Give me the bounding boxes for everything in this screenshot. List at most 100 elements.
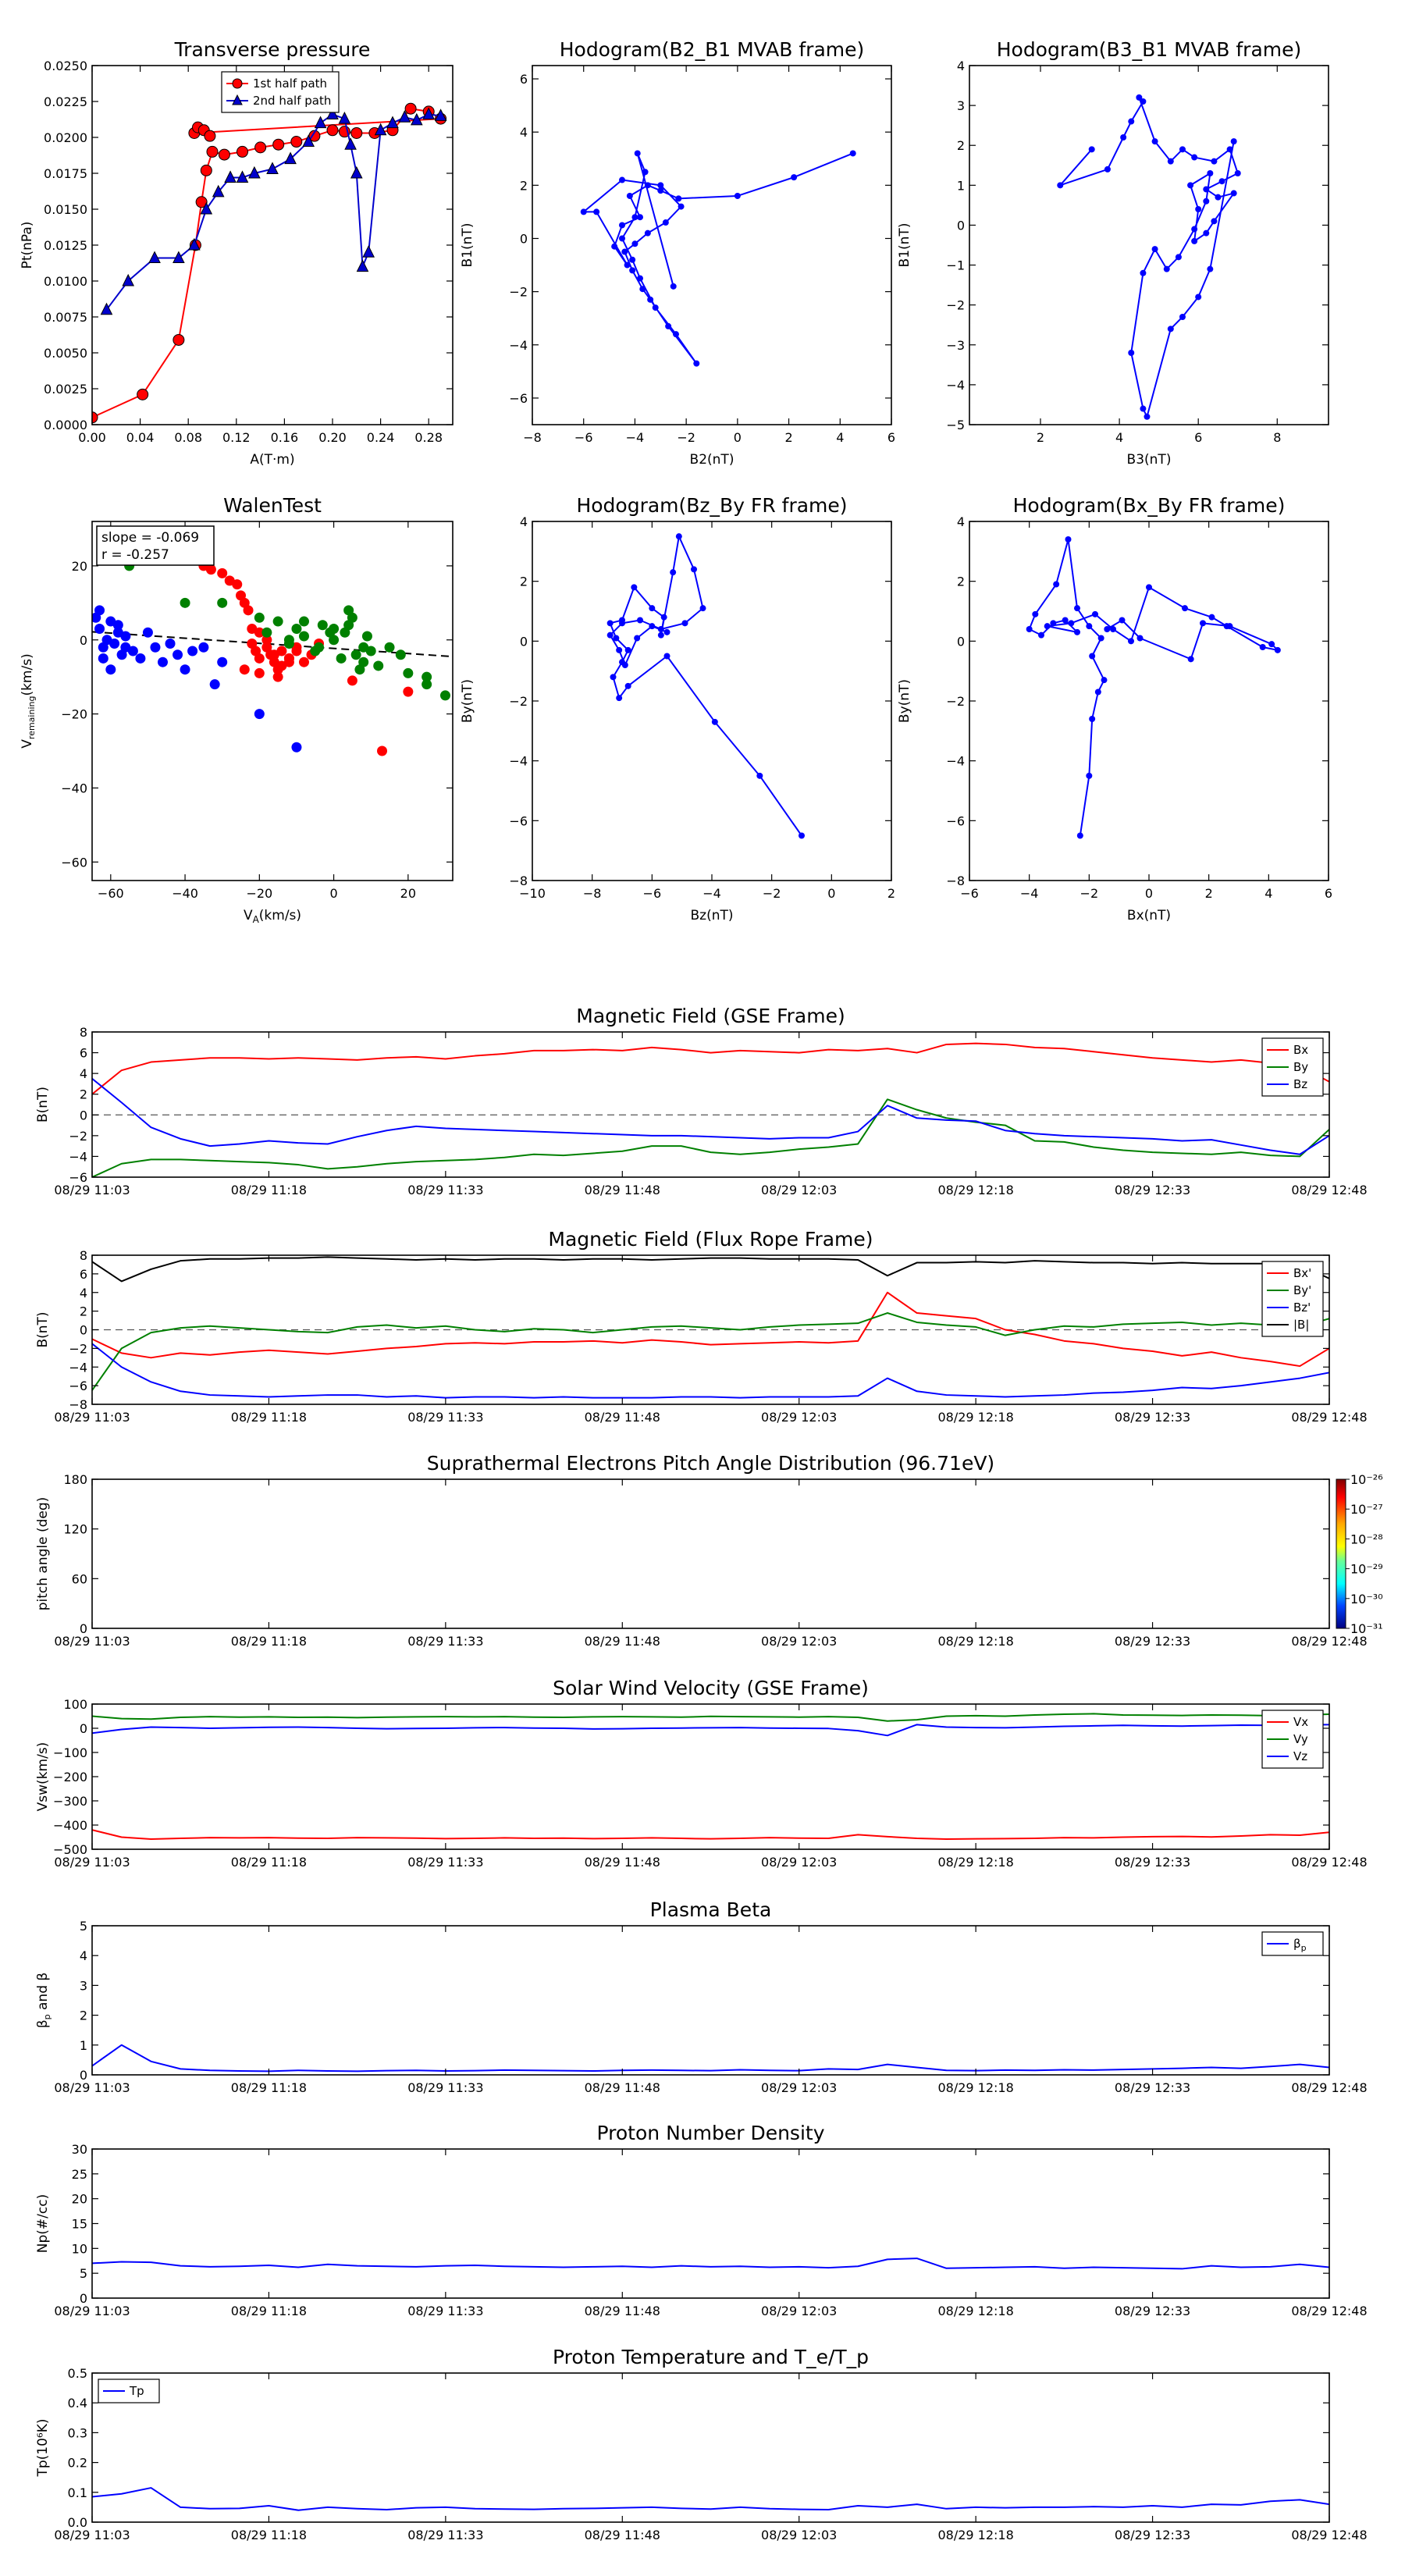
chart-p9: Suprathermal Electrons Pitch Angle Distr…: [35, 1452, 1383, 1649]
y-axis-label: Np(#/cc): [35, 2194, 51, 2253]
y-tick-label: 0: [957, 218, 965, 233]
y-tick-label: −6: [946, 813, 965, 828]
x-tick-label: 08/29 11:18: [231, 2528, 307, 2542]
x-tick-label: 08/29 12:33: [1115, 1410, 1190, 1425]
chart-title: Hodogram(Bz_By FR frame): [576, 494, 847, 517]
data-point: [254, 612, 265, 623]
data-point: [1195, 206, 1202, 212]
x-tick-label: 08/29 12:33: [1115, 1634, 1190, 1649]
y-tick-label: 2: [957, 575, 965, 589]
data-point: [254, 709, 265, 720]
y-tick-label: 0: [520, 231, 528, 246]
x-axis-label: B3(nT): [1127, 452, 1172, 468]
y-tick-label: −300: [53, 1794, 87, 1809]
legend-label: Tp: [129, 2384, 144, 2398]
legend-label: By': [1293, 1283, 1311, 1297]
data-point: [1163, 265, 1170, 272]
data-point: [621, 662, 628, 668]
x-tick-label: 08/29 11:18: [231, 2080, 307, 2095]
data-point: [94, 624, 105, 635]
y-tick-label: −1: [946, 258, 965, 273]
data-point: [631, 240, 638, 247]
data-point: [1076, 832, 1083, 839]
data-point: [343, 605, 354, 616]
data-point: [187, 646, 198, 656]
y-axis-label: pitch angle (deg): [35, 1497, 51, 1611]
data-point: [326, 107, 339, 120]
data-point: [92, 411, 98, 424]
x-tick-label: 08/29 11:03: [54, 1634, 130, 1649]
y-tick-label: −20: [61, 707, 87, 722]
data-point: [377, 745, 388, 756]
x-tick-label: 6: [887, 430, 895, 445]
data-point: [298, 656, 309, 667]
data-point: [254, 667, 265, 678]
data-point: [122, 273, 135, 286]
data-point: [1097, 635, 1104, 642]
x-tick-label: 08/29 11:03: [54, 1855, 130, 1870]
chart-p3: Hodogram(B3_B1 MVAB frame) −5 −4 −3 −2 −1 0 1 2 3…: [897, 38, 1329, 468]
x-tick-label: 0.08: [174, 430, 202, 445]
plot-area: [92, 2044, 1329, 2073]
data-point: [180, 597, 190, 608]
data-point: [326, 124, 339, 137]
data-point: [673, 331, 679, 338]
legend-label: Vz: [1293, 1749, 1307, 1763]
legend-box: [221, 71, 340, 113]
data-point: [734, 192, 741, 199]
data-point: [254, 653, 265, 664]
data-point: [1179, 314, 1186, 320]
x-tick-label: 08/29 11:18: [231, 1183, 307, 1197]
data-point: [142, 627, 153, 638]
x-tick-label: 08/29 12:33: [1115, 1183, 1190, 1197]
data-point: [644, 229, 651, 237]
data-point: [362, 245, 375, 258]
chart-title: Hodogram(Bx_By FR frame): [1013, 494, 1286, 517]
y-tick-label: 0: [80, 2291, 87, 2306]
x-tick-label: −8: [583, 886, 602, 901]
data-point: [200, 201, 213, 215]
data-point: [1065, 536, 1072, 543]
y-tick-label: −3: [946, 338, 965, 353]
x-tick-label: 08/29 11:18: [231, 1410, 307, 1425]
legend-marker: [232, 94, 243, 105]
data-point: [1208, 614, 1215, 621]
data-point: [849, 150, 856, 157]
data-point: [1191, 237, 1198, 244]
y-tick-label: 6: [520, 72, 528, 87]
data-point: [180, 664, 190, 675]
data-point: [624, 646, 631, 653]
data-point: [404, 102, 417, 115]
data-point: [283, 635, 294, 646]
colorbar: [1336, 1478, 1346, 1629]
data-point: [1101, 677, 1108, 684]
chart-p7: Magnetic Field (GSE Frame) −6 −4 −2 0 2 4 6 8 08/…: [35, 1005, 1368, 1197]
data-point: [272, 616, 283, 627]
data-point: [100, 302, 113, 315]
y-tick-label: 0.0000: [44, 418, 87, 432]
data-point: [302, 134, 315, 148]
y-tick-label: −4: [509, 754, 528, 769]
data-point: [1203, 186, 1210, 193]
data-point: [1044, 623, 1051, 630]
data-point: [670, 283, 677, 290]
annotation-text: r = -0.257: [101, 547, 169, 563]
data-point: [398, 110, 411, 123]
x-tick-label: 0: [1145, 886, 1153, 901]
y-tick-label: 0.0225: [44, 94, 87, 109]
chart-title: Suprathermal Electrons Pitch Angle Distr…: [427, 1452, 994, 1475]
data-point: [1053, 581, 1060, 588]
data-point: [291, 742, 302, 753]
data-point: [386, 116, 399, 129]
data-point: [634, 150, 641, 157]
data-point: [261, 635, 272, 646]
data-point: [188, 237, 201, 251]
data-point: [1211, 158, 1218, 165]
data-point: [1104, 165, 1111, 173]
y-tick-label: 0.3: [68, 2425, 87, 2440]
data-point: [314, 642, 325, 653]
y-tick-label: −4: [946, 378, 965, 393]
data-point: [634, 635, 641, 642]
y-tick-label: 2: [520, 575, 528, 589]
